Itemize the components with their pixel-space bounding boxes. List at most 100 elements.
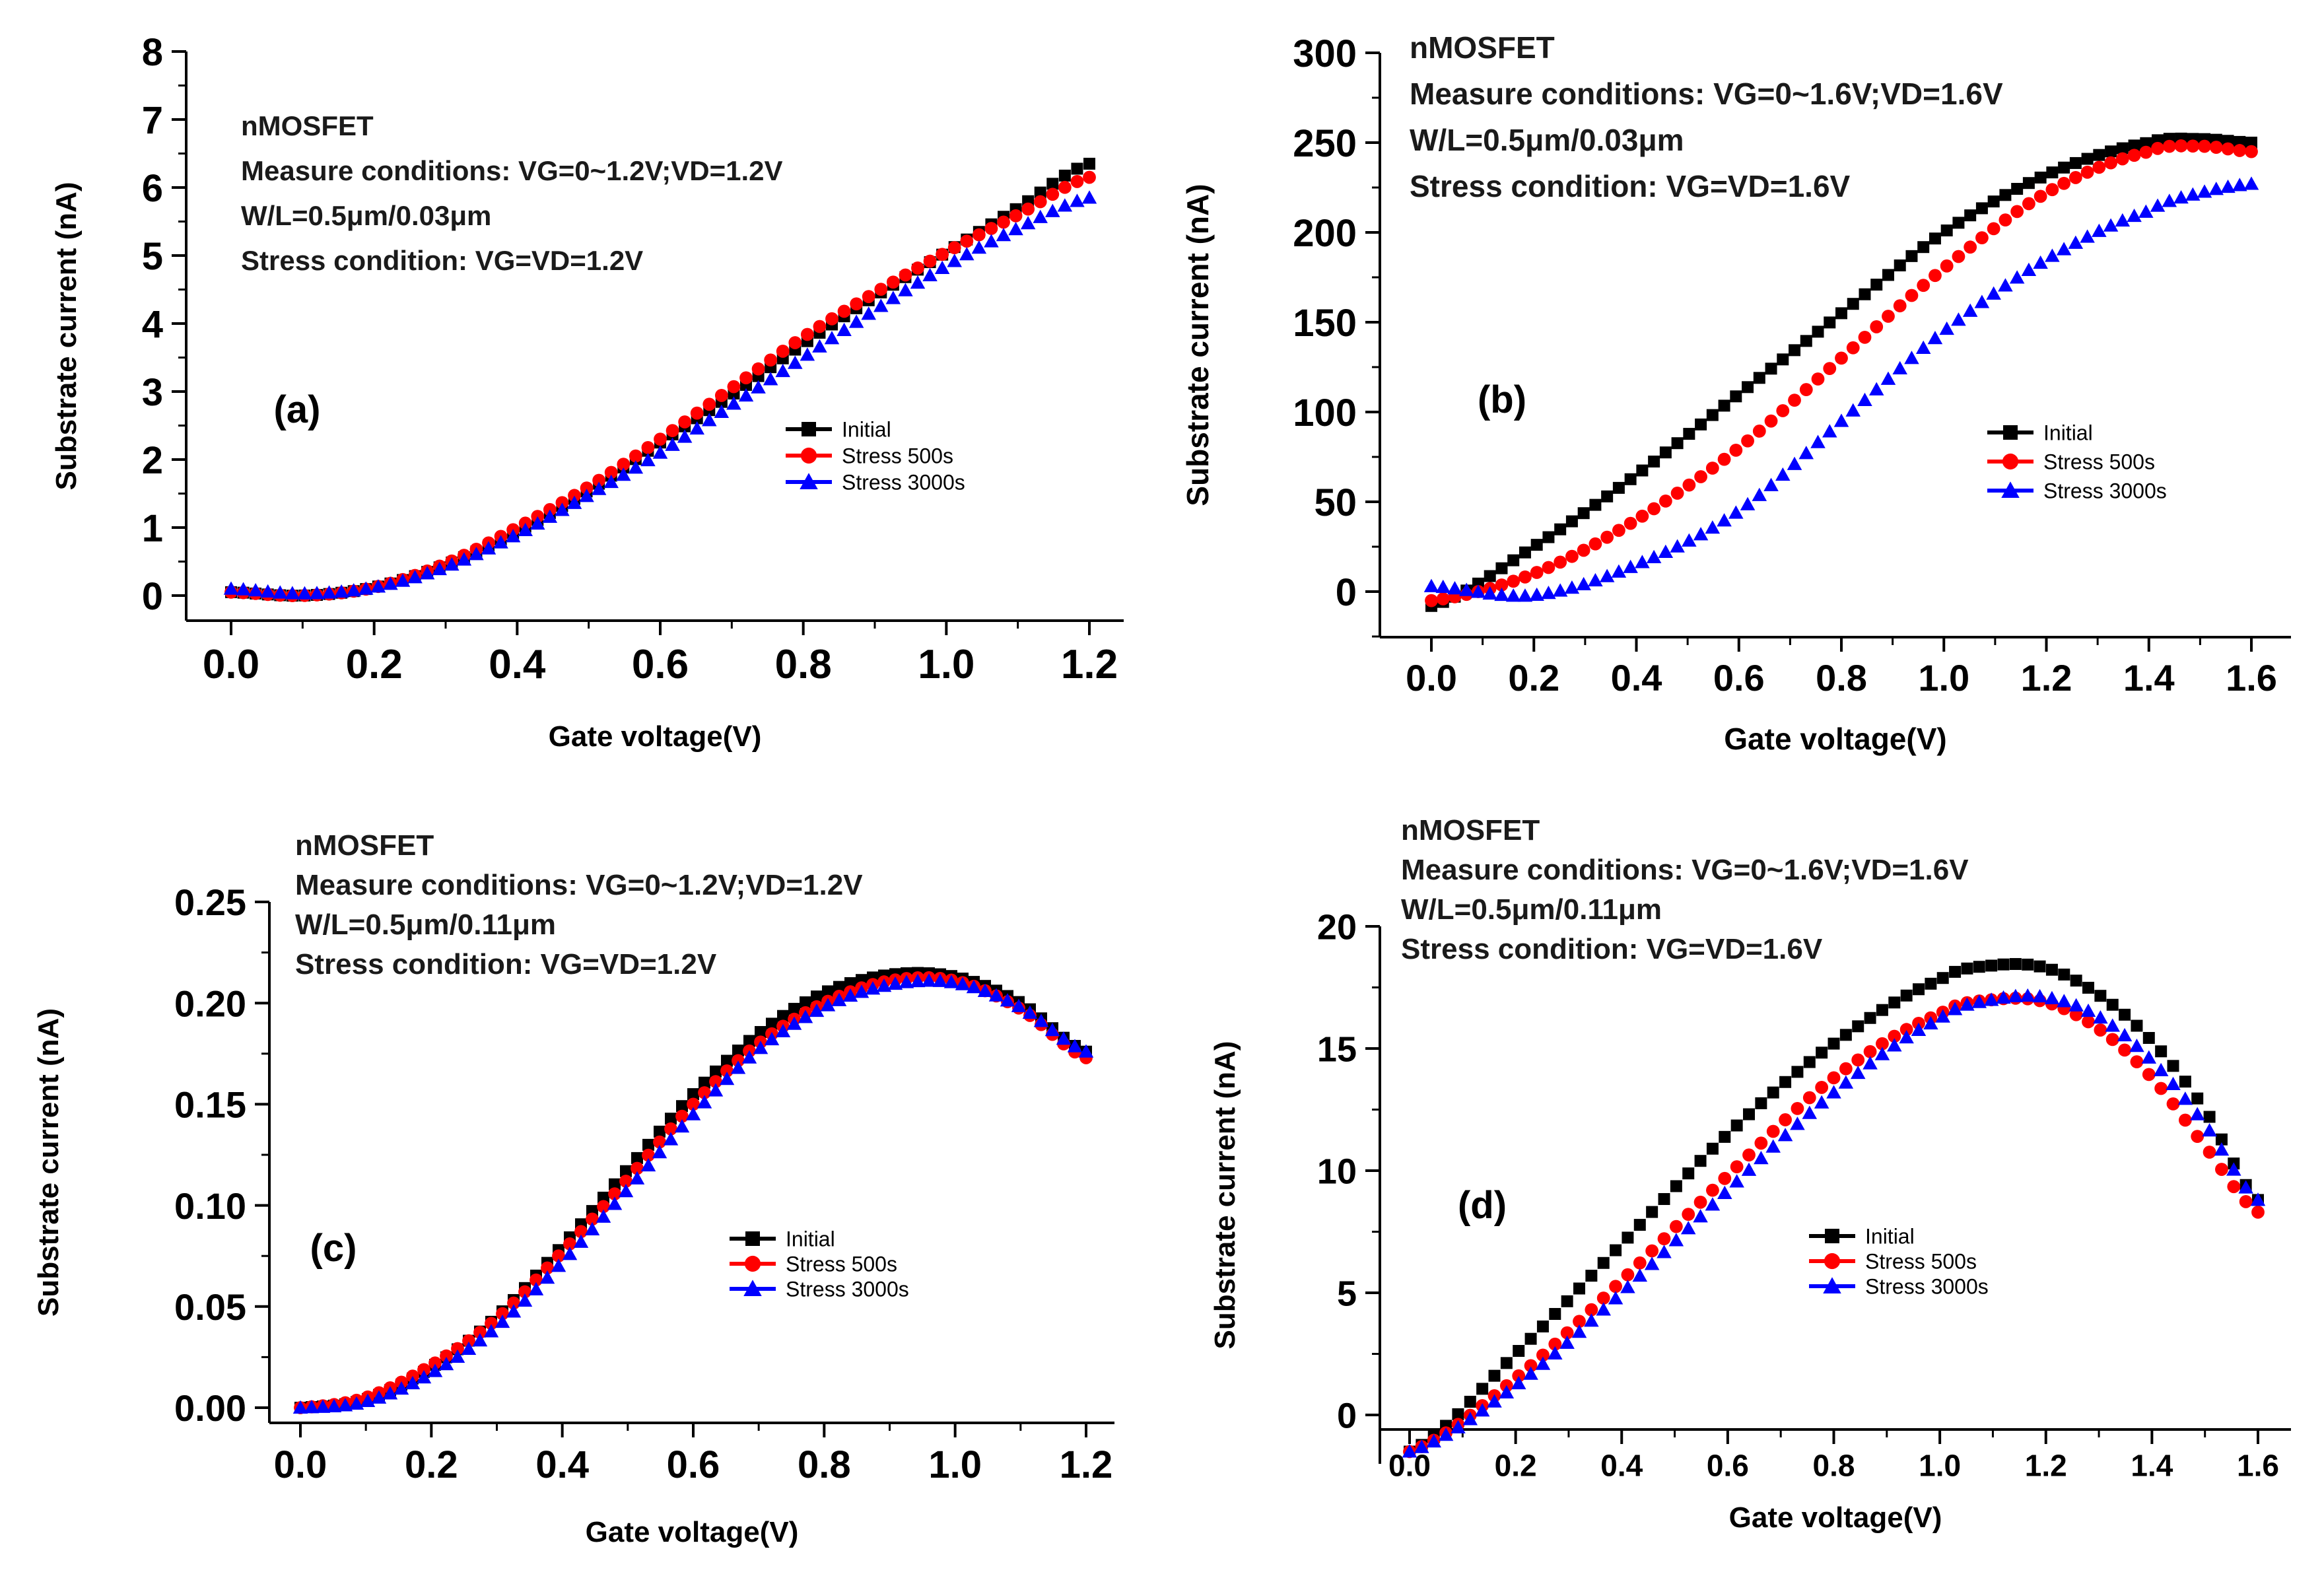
data-point — [2118, 1043, 2131, 1057]
x-tick-label: 1.2 — [1061, 642, 1118, 687]
data-point — [2116, 142, 2129, 155]
legend: Initial Stress 500s Stress 3000s — [1987, 421, 2167, 503]
data-point — [1811, 372, 1825, 386]
data-point — [1464, 1395, 1476, 1408]
data-point — [2142, 1068, 2156, 1082]
data-point — [1020, 215, 1036, 230]
data-point — [2162, 139, 2176, 153]
data-point — [959, 246, 974, 261]
data-point — [2115, 152, 2129, 166]
data-point — [1741, 434, 1754, 448]
data-point — [652, 1145, 667, 1159]
data-point — [2092, 160, 2106, 174]
data-point — [1646, 1206, 1658, 1218]
data-point — [1915, 340, 1931, 355]
data-point — [1777, 1128, 1793, 1142]
data-point — [1657, 1245, 1672, 1258]
data-point — [1670, 539, 1685, 553]
y-tick-label: 0.25 — [174, 881, 246, 923]
data-point — [764, 1031, 780, 1046]
data-point — [1659, 446, 1672, 459]
data-point — [573, 1234, 589, 1248]
data-point — [2058, 161, 2070, 174]
data-point — [1729, 1174, 1744, 1188]
data-point — [440, 1349, 453, 1363]
y-tick-label: 0 — [1337, 1396, 1357, 1435]
data-point — [1621, 1268, 1635, 1282]
data-point — [1905, 289, 1919, 302]
data-point — [1929, 269, 1942, 283]
annotation-line: Stress condition: VG=VD=1.6V — [1401, 933, 1823, 965]
data-point — [1717, 452, 1731, 466]
data-point — [822, 985, 834, 998]
data-point — [2081, 153, 2094, 165]
data-point — [517, 1293, 533, 1307]
data-point — [1044, 1022, 1060, 1037]
data-point — [984, 234, 999, 248]
series-stress-3000s — [1423, 176, 2259, 602]
data-point — [714, 404, 730, 418]
data-point — [555, 496, 569, 510]
data-point — [2141, 1050, 2157, 1064]
data-point — [297, 586, 312, 600]
data-point — [2185, 187, 2201, 201]
data-point — [1766, 1124, 1780, 1138]
data-point — [654, 1125, 666, 1138]
data-point — [1021, 202, 1035, 216]
data-point — [1635, 509, 1649, 523]
data-point — [1057, 198, 1073, 212]
data-point — [260, 584, 275, 598]
data-point — [1571, 1324, 1587, 1338]
data-point — [592, 473, 606, 487]
data-point — [2139, 145, 2153, 159]
data-point — [1596, 1291, 1610, 1305]
data-point — [2034, 960, 2046, 973]
data-point — [708, 1083, 724, 1097]
data-point — [1008, 222, 1023, 236]
data-point — [984, 222, 998, 235]
y-tick-label: 0.00 — [174, 1387, 246, 1429]
data-point — [383, 576, 398, 590]
legend-marker — [802, 422, 816, 436]
data-point — [665, 437, 680, 451]
legend-marker — [744, 1255, 761, 1272]
data-point — [2068, 235, 2084, 249]
y-tick-label: 0.20 — [174, 982, 246, 1024]
legend-label: Stress 3000s — [2043, 479, 2167, 503]
data-point — [2215, 1133, 2228, 1146]
data-point — [1683, 428, 1695, 440]
y-tick-label: 0 — [1336, 571, 1357, 614]
data-point — [1425, 594, 1438, 607]
data-point — [921, 973, 937, 987]
data-point — [922, 267, 938, 281]
data-point — [1788, 394, 1801, 407]
data-point — [1693, 527, 1709, 541]
data-point — [2106, 998, 2119, 1011]
x-tick-label: 0.0 — [203, 642, 259, 687]
data-point — [1864, 1012, 1876, 1024]
panel-label: (c) — [310, 1227, 357, 1270]
data-point — [432, 561, 447, 576]
data-point — [1876, 1037, 1889, 1050]
data-point — [1975, 231, 1989, 245]
data-point — [842, 988, 858, 1002]
data-point — [1635, 555, 1650, 568]
data-point — [1438, 1427, 1454, 1441]
data-point — [1507, 574, 1521, 588]
data-point — [1893, 299, 1907, 313]
data-point — [1728, 505, 1744, 519]
y-tick-label: 150 — [1293, 302, 1357, 345]
data-point — [763, 372, 778, 386]
data-point — [1857, 392, 1872, 406]
series-stress-3000s — [1402, 988, 2266, 1458]
x-tick-label: 0.2 — [1508, 657, 1559, 699]
data-point — [2069, 156, 2082, 169]
data-point — [473, 1326, 487, 1339]
data-point — [1949, 965, 1962, 978]
data-point — [721, 1054, 733, 1067]
data-point — [2238, 1180, 2253, 1194]
data-point — [824, 331, 840, 345]
data-point — [607, 1196, 623, 1210]
data-point — [360, 1393, 376, 1408]
data-point — [719, 1071, 735, 1085]
